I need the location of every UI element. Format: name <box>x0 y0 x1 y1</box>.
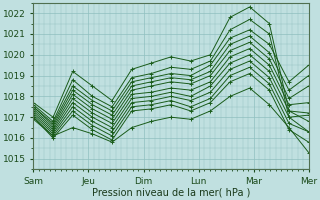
X-axis label: Pression niveau de la mer( hPa ): Pression niveau de la mer( hPa ) <box>92 187 250 197</box>
